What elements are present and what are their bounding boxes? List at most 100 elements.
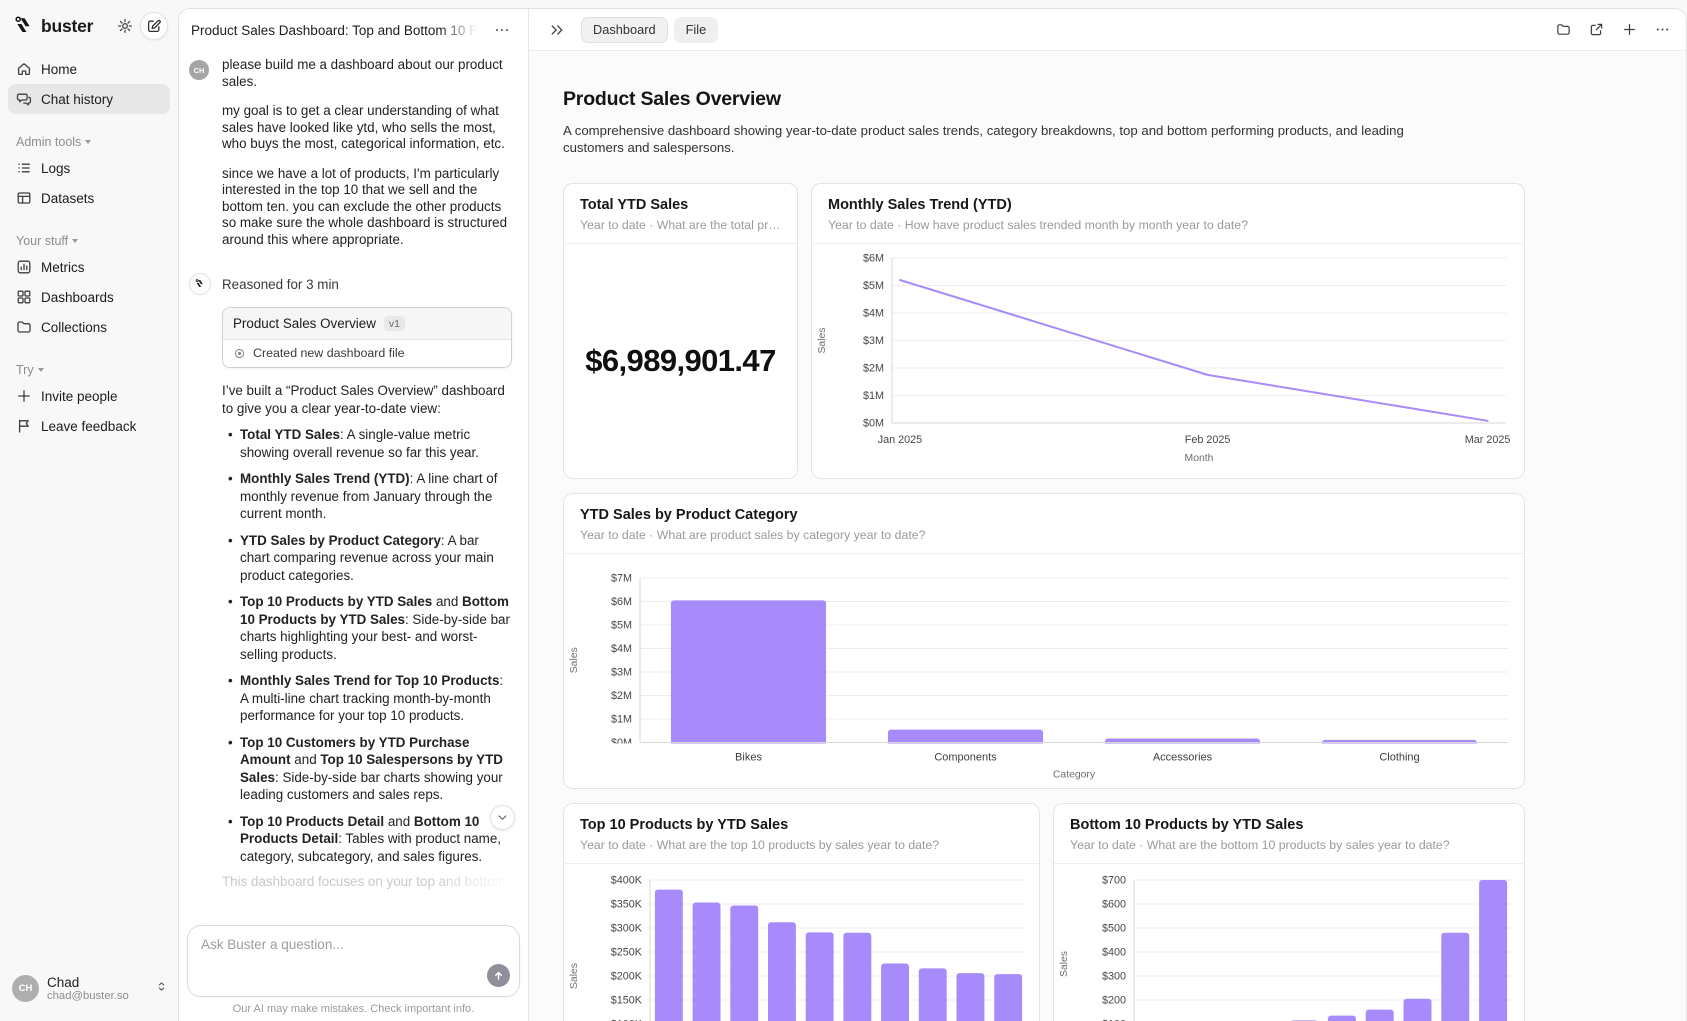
tab-dashboard[interactable]: Dashboard <box>581 16 668 43</box>
folder-icon[interactable] <box>1556 22 1571 37</box>
svg-text:Sales: Sales <box>569 963 580 989</box>
sidebar-item-label: Collections <box>41 319 108 335</box>
svg-text:$100: $100 <box>1102 1019 1126 1021</box>
top10-products-card[interactable]: Top 10 Products by YTD Sales Year to dat… <box>563 803 1040 1021</box>
svg-text:$2M: $2M <box>863 363 884 375</box>
dashboard-panel: Dashboard File Product Sales Overview A c… <box>529 9 1686 1021</box>
sidebar-item-label: Metrics <box>41 259 85 275</box>
user-message-avatar: CH <box>189 60 209 80</box>
message-paragraph: since we have a lot of products, I'm par… <box>222 165 508 247</box>
section-label-your-stuff[interactable]: Your stuff <box>0 229 178 252</box>
user-message: CH please build me a dashboard about our… <box>189 57 512 261</box>
collapse-chat-icon[interactable] <box>543 21 571 39</box>
sidebar-item-metrics[interactable]: Metrics <box>8 252 170 282</box>
svg-text:Bikes: Bikes <box>735 752 762 764</box>
user-email: chad@buster.so <box>47 990 129 1003</box>
message-paragraph: my goal is to get a clear understanding … <box>222 103 505 151</box>
user-name: Chad <box>47 974 80 990</box>
chevron-updown-icon <box>155 980 168 998</box>
user-message-text: please build me a dashboard about our pr… <box>222 57 512 261</box>
svg-text:$4M: $4M <box>863 308 884 320</box>
chart-card-subtitle: Year to date · What are product sales by… <box>580 528 926 542</box>
svg-text:$200: $200 <box>1102 995 1126 1007</box>
home-icon <box>17 63 31 76</box>
dashboard-actions <box>1556 22 1670 37</box>
radio-dot-icon <box>234 348 245 358</box>
assistant-intro: I’ve built a “Product Sales Overview” da… <box>222 383 505 416</box>
svg-text:$700: $700 <box>1102 875 1126 887</box>
dashboard-file-card[interactable]: Product Sales Overview v1 Created new da… <box>222 307 512 368</box>
assistant-bullet-list: Total YTD Sales: A single-value metric s… <box>222 426 512 865</box>
svg-text:$400: $400 <box>1102 947 1126 959</box>
chat-more-icon[interactable] <box>488 21 516 39</box>
svg-text:Mar 2025: Mar 2025 <box>1465 434 1511 446</box>
section-label-try[interactable]: Try <box>0 358 178 381</box>
sidebar-item-leave-feedback[interactable]: Leave feedback <box>8 411 170 441</box>
svg-text:$3M: $3M <box>611 667 632 679</box>
tab-file[interactable]: File <box>673 16 719 43</box>
page-title: Product Sales Overview <box>563 88 781 110</box>
svg-text:$400K: $400K <box>611 875 643 887</box>
settings-gear-icon[interactable] <box>115 16 135 36</box>
svg-text:$7M: $7M <box>611 573 632 585</box>
section-label-admin-tools[interactable]: Admin tools <box>0 130 178 153</box>
new-chat-button[interactable] <box>140 12 168 40</box>
svg-text:$300K: $300K <box>611 923 643 935</box>
svg-text:Category: Category <box>1053 770 1096 781</box>
total-ytd-sales-card[interactable]: Total YTD Sales Year to date · What are … <box>563 183 798 479</box>
assistant-bullet: Monthly Sales Trend (YTD): A line chart … <box>222 470 512 523</box>
svg-text:$100K: $100K <box>611 1019 643 1021</box>
sidebar-item-chat-history[interactable]: Chat history <box>8 84 170 114</box>
svg-text:$2M: $2M <box>611 690 632 702</box>
svg-text:$0M: $0M <box>863 418 884 430</box>
svg-text:$350K: $350K <box>611 899 643 911</box>
sidebar-item-logs[interactable]: Logs <box>8 153 170 183</box>
chat-header: Product Sales Dashboard: Top and Bottom … <box>179 9 528 51</box>
scroll-to-bottom-button[interactable] <box>490 805 515 830</box>
svg-text:Components: Components <box>934 752 997 764</box>
caret-down-icon <box>37 368 44 372</box>
assistant-bullet: Total YTD Sales: A single-value metric s… <box>222 426 512 461</box>
assistant-bullet: YTD Sales by Product Category: A bar cha… <box>222 532 512 585</box>
buster-logo-icon <box>12 14 36 38</box>
monthly-sales-trend-card[interactable]: Monthly Sales Trend (YTD) Year to date ·… <box>811 183 1525 479</box>
sidebar-item-label: Chat history <box>41 91 114 107</box>
sidebar-item-collections[interactable]: Collections <box>8 312 170 342</box>
sidebar-item-label: Leave feedback <box>41 418 137 434</box>
datasets-icon <box>17 192 31 204</box>
send-button[interactable] <box>487 964 510 987</box>
total-ytd-sales-value: $6,989,901.47 <box>585 343 776 378</box>
assistant-bullet: Top 10 Customers by YTD Purchase Amount … <box>222 734 512 804</box>
share-icon[interactable] <box>1589 22 1604 37</box>
svg-text:Accessories: Accessories <box>1153 752 1213 764</box>
ai-disclaimer: Our AI may make mistakes. Check importan… <box>232 1003 475 1015</box>
sidebar-item-label: Invite people <box>41 388 118 404</box>
file-card-title: Product Sales Overview <box>233 316 376 331</box>
chat-input[interactable] <box>188 926 519 996</box>
chat-title: Product Sales Dashboard: Top and Bottom … <box>191 22 480 38</box>
more-icon[interactable] <box>1655 22 1670 37</box>
svg-text:$200K: $200K <box>611 971 643 983</box>
category-sales-card[interactable]: YTD Sales by Product Category Year to da… <box>563 493 1525 789</box>
sidebar-nav: Home Chat history <box>0 48 178 114</box>
sidebar-item-dashboards[interactable]: Dashboards <box>8 282 170 312</box>
sidebar-item-datasets[interactable]: Datasets <box>8 183 170 213</box>
svg-text:Jan 2025: Jan 2025 <box>878 434 922 446</box>
add-icon[interactable] <box>1622 22 1637 37</box>
svg-text:$250K: $250K <box>611 947 643 959</box>
svg-text:$1M: $1M <box>611 714 632 726</box>
bottom10-products-card[interactable]: Bottom 10 Products by YTD Sales Year to … <box>1053 803 1525 1021</box>
reasoning-row[interactable]: Reasoned for 3 min <box>189 273 512 295</box>
chart-card-title: Top 10 Products by YTD Sales <box>580 817 789 833</box>
file-card-status: Created new dashboard file <box>253 346 405 360</box>
message-paragraph: please build me a dashboard about our pr… <box>222 57 503 89</box>
chevron-down-icon <box>498 815 507 820</box>
user-menu[interactable]: CH Chad chad@buster.so <box>0 965 178 1012</box>
caret-down-icon <box>85 140 92 144</box>
buster-reasoning-icon <box>189 273 211 295</box>
sidebar-item-home[interactable]: Home <box>8 54 170 84</box>
chart-card-title: YTD Sales by Product Category <box>580 507 798 523</box>
chart-card-subtitle: Year to date · How have product sales tr… <box>828 218 1248 232</box>
sidebar-item-invite-people[interactable]: Invite people <box>8 381 170 411</box>
